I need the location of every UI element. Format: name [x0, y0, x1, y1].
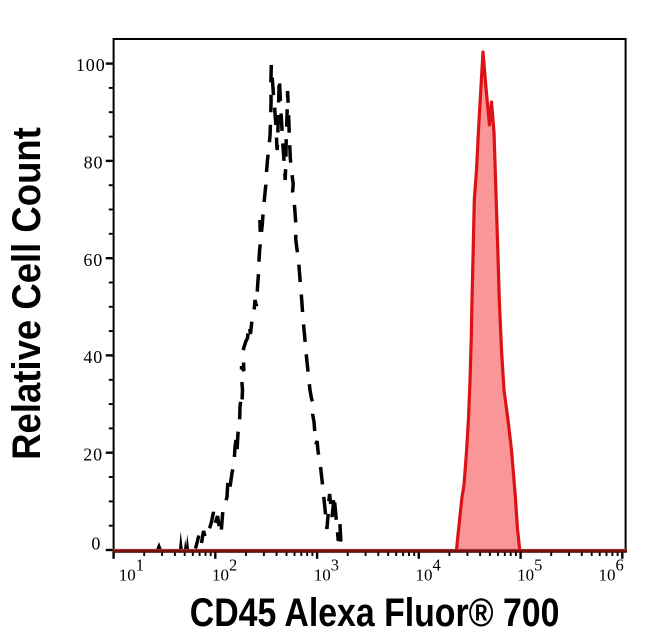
svg-text:0: 0	[91, 534, 101, 554]
svg-text:40: 40	[83, 347, 103, 367]
svg-text:60: 60	[83, 250, 103, 270]
svg-text:80: 80	[84, 153, 104, 173]
svg-text:20: 20	[83, 444, 103, 464]
svg-text:CD45 Alexa Fluor® 700: CD45 Alexa Fluor® 700	[190, 589, 560, 634]
svg-text:100: 100	[76, 55, 106, 75]
svg-text:Relative Cell Count: Relative Cell Count	[4, 127, 49, 460]
